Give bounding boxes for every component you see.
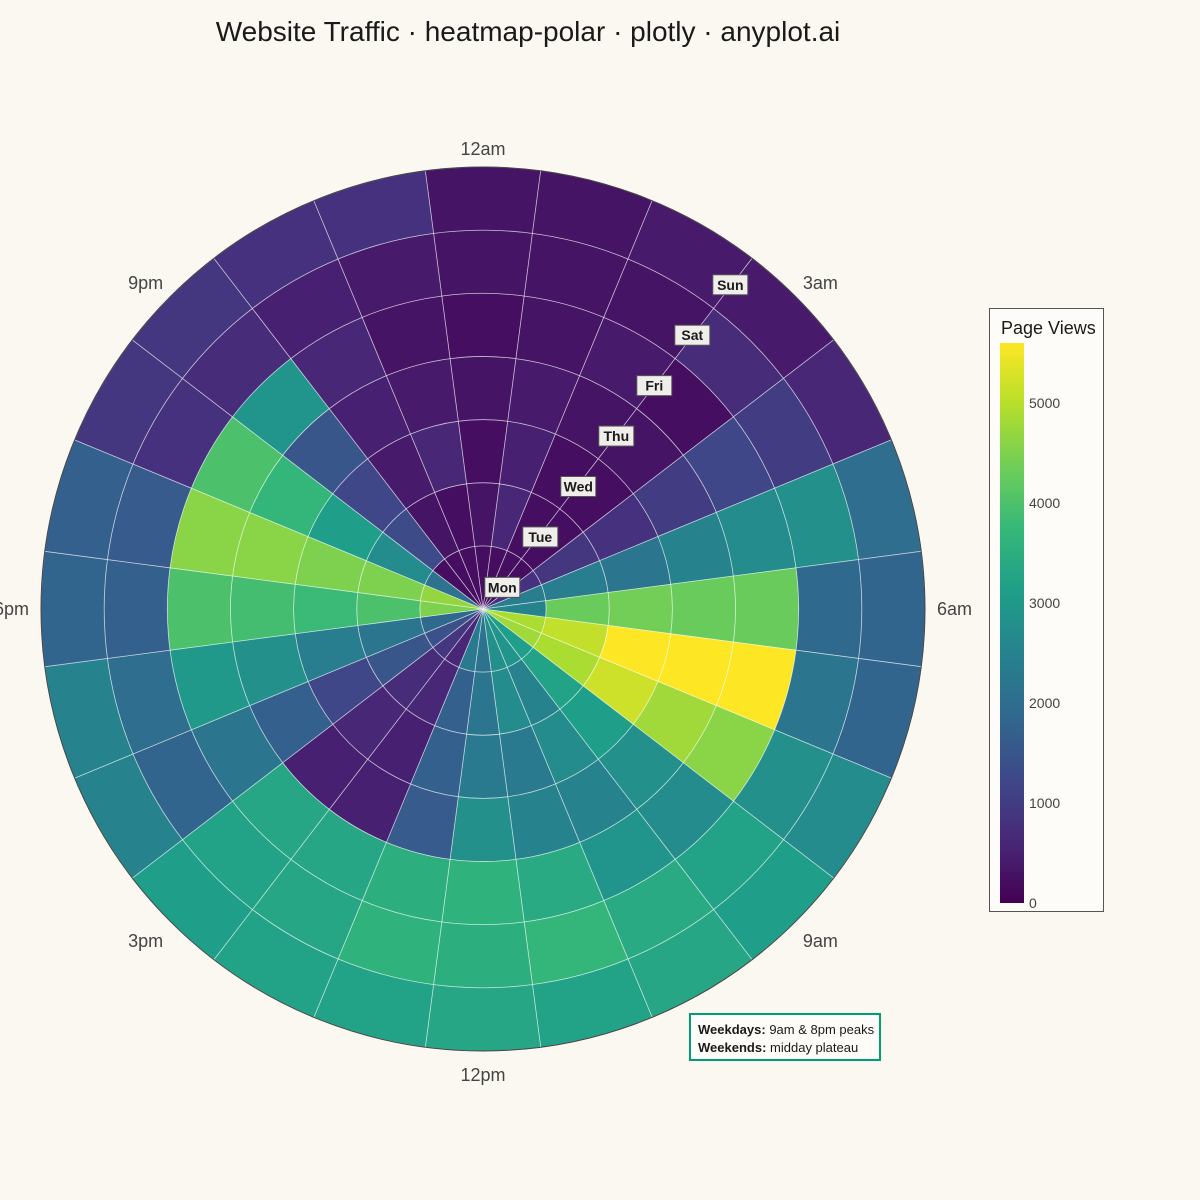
colorbar-tick-label: 2000: [1029, 695, 1061, 711]
radial-tick-label: Fri: [636, 375, 673, 397]
heatmap-cell: [103, 559, 171, 659]
annotation-weekends: Weekends: midday plateau: [698, 1039, 879, 1057]
annotation-weekdays-text: 9am & 8pm peaks: [769, 1022, 875, 1037]
heatmap-cell: [457, 419, 509, 485]
heatmap-cell: [858, 550, 926, 668]
angular-tick-label: 9pm: [128, 273, 163, 293]
colorbar-tick-label: 5000: [1029, 395, 1061, 411]
radial-tick-label: Mon: [484, 576, 521, 598]
heatmap-cell: [293, 583, 359, 635]
colorbar-gradient: [1000, 343, 1024, 903]
heatmap-cell: [449, 356, 517, 422]
heatmap-cell: [441, 858, 525, 926]
annotation-weekends-text: midday plateau: [770, 1040, 859, 1055]
colorbar: Page Views 0 1000 2000 3000 4000 5000: [989, 308, 1104, 912]
svg-text:Sat: Sat: [681, 327, 703, 343]
svg-text:Mon: Mon: [488, 579, 517, 595]
colorbar-tick-label: 1000: [1029, 795, 1061, 811]
annotation-box: Weekdays: 9am & 8pm peaks Weekends: midd…: [689, 1013, 881, 1061]
radial-tick-label: Tue: [522, 526, 559, 548]
radial-tick-label: Wed: [560, 475, 597, 497]
angular-tick-label: 6am: [937, 599, 972, 619]
svg-text:Sun: Sun: [717, 277, 743, 293]
svg-text:Thu: Thu: [603, 428, 629, 444]
radial-tick-label: Sun: [712, 274, 749, 296]
heatmap-cell: [424, 166, 542, 234]
radial-tick-label: Sat: [674, 324, 711, 346]
polar-gridlines: [40, 166, 926, 1052]
heatmap-cell: [433, 229, 533, 297]
colorbar-tick-label: 4000: [1029, 495, 1061, 511]
angular-tick-label: 6pm: [0, 599, 29, 619]
radial-tick-label: Thu: [598, 425, 635, 447]
polar-outer-border: [40, 166, 926, 1052]
annotation-weekdays-label: Weekdays:: [698, 1022, 766, 1037]
svg-text:Tue: Tue: [528, 529, 552, 545]
heatmap-cell: [230, 575, 296, 643]
svg-text:Wed: Wed: [564, 478, 593, 494]
annotation-weekends-label: Weekends:: [698, 1040, 767, 1055]
angular-tick-label: 12am: [460, 139, 505, 159]
heatmap-cell: [795, 559, 863, 659]
heatmap-cell: [457, 733, 509, 799]
heatmap-cell: [732, 567, 800, 651]
radial-axis-labels: Mon Tue Wed Thu Fri Sat Sun: [484, 274, 749, 598]
heatmap-cell: [424, 984, 542, 1052]
heatmap-cell: [607, 583, 673, 635]
heatmap-cells: [40, 166, 926, 1052]
angular-tick-label: 3am: [803, 273, 838, 293]
colorbar-title: Page Views: [1001, 318, 1096, 338]
svg-text:Fri: Fri: [645, 378, 663, 394]
angular-axis-labels: 12am 3am 6am 9am 12pm 3pm 6pm 9pm: [0, 139, 972, 1085]
heatmap-cell: [449, 796, 517, 862]
annotation-weekdays: Weekdays: 9am & 8pm peaks: [698, 1021, 879, 1039]
heatmap-cell: [40, 550, 108, 668]
angular-tick-label: 12pm: [460, 1065, 505, 1085]
colorbar-tick-label: 3000: [1029, 595, 1061, 611]
heatmap-cell: [433, 921, 533, 989]
heatmap-cell: [166, 567, 234, 651]
angular-tick-label: 9am: [803, 931, 838, 951]
chart-title: Website Traffic · heatmap-polar · plotly…: [215, 16, 841, 47]
angular-tick-label: 3pm: [128, 931, 163, 951]
heatmap-cell: [441, 292, 525, 360]
heatmap-cell: [670, 575, 736, 643]
colorbar-tick-label: 0: [1029, 895, 1037, 911]
